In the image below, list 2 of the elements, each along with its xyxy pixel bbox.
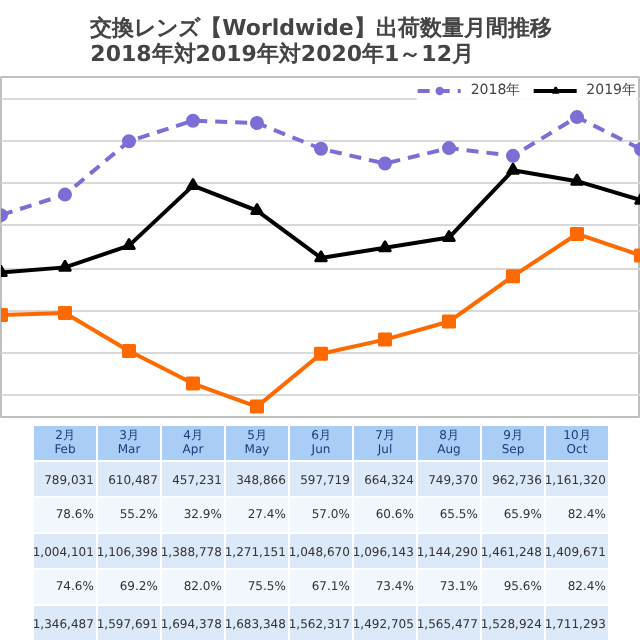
chart-title: 交換レンズ【Worldwide】出荷数量月間推移 (88, 15, 552, 41)
chart-subtitle: 2018年対2019年対2020年1～12月 (90, 41, 474, 67)
